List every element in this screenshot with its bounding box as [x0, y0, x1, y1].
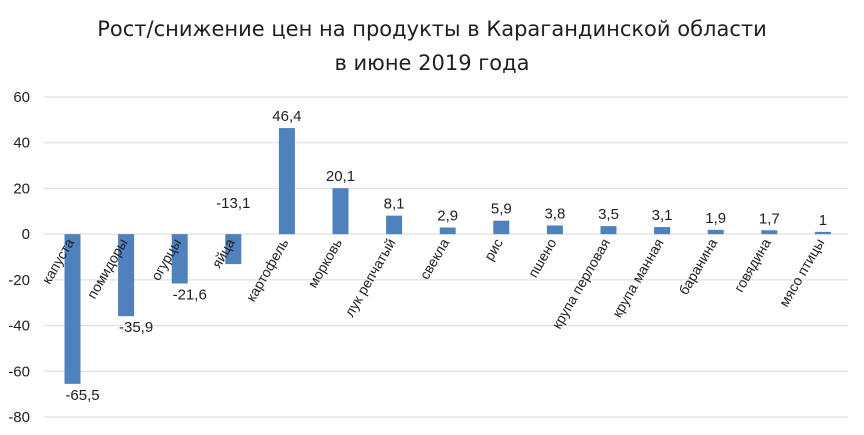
y-tick-label: 40	[13, 135, 30, 152]
data-label: 2,9	[437, 208, 458, 225]
bar	[386, 215, 403, 235]
bar	[761, 230, 778, 235]
bar	[546, 225, 563, 235]
y-tick-label: 0	[22, 226, 30, 243]
data-labels: -65,5 -35,9 -21,6 -13,1 46,4 20,1 8,1 2,9 5,9 3,8…	[65, 108, 827, 404]
bars	[64, 128, 831, 384]
bar	[332, 188, 349, 235]
bar	[278, 128, 295, 235]
category-label: пшено	[525, 235, 560, 280]
data-label: -13,1	[216, 195, 250, 212]
y-axis: 60 40 20 0 -20 -40 -60 -80	[8, 89, 30, 426]
category-labels: капуста помидоры огурцы яйца картофель морков…	[38, 235, 827, 331]
category-label: крупа перловая	[549, 236, 614, 332]
bar	[225, 234, 242, 265]
data-label: 3,8	[544, 205, 565, 222]
data-label: -65,5	[65, 387, 99, 404]
chart-title-line-1: Рост/снижение цен на продукты в Караганд…	[97, 17, 767, 41]
data-label: 8,1	[384, 196, 405, 213]
data-label: 46,4	[272, 108, 301, 125]
y-tick-label: -20	[8, 272, 30, 289]
data-label: 3,5	[598, 206, 619, 223]
data-label: -21,6	[173, 287, 207, 304]
data-label: 1	[819, 212, 827, 229]
bar	[118, 234, 135, 317]
bar	[493, 220, 510, 235]
bar	[171, 234, 188, 284]
category-label: лук репчатый	[341, 236, 399, 320]
category-label: морковь	[304, 236, 345, 291]
data-label: 1,9	[705, 210, 726, 227]
y-tick-label: -80	[8, 409, 30, 426]
y-tick-label: -40	[8, 318, 30, 335]
category-label: баранина	[675, 235, 720, 297]
y-tick-label: -60	[8, 363, 30, 380]
bar	[64, 234, 81, 384]
category-label: картофель	[243, 236, 292, 305]
category-label: мясо птицы	[776, 236, 828, 310]
bar	[814, 231, 831, 235]
category-label: рис	[481, 236, 506, 264]
y-tick-label: 60	[13, 89, 30, 106]
data-label: 20,1	[326, 168, 355, 185]
category-label: крупа манная	[609, 236, 667, 320]
bar	[600, 226, 617, 235]
category-label: говядина	[731, 235, 774, 294]
data-label: 3,1	[652, 207, 673, 224]
category-label: свекла	[416, 235, 452, 282]
bar	[707, 229, 724, 235]
bar	[654, 227, 671, 235]
bar	[439, 227, 456, 235]
chart-title-line-2: в июне 2019 года	[334, 51, 529, 75]
data-label: 5,9	[491, 201, 512, 218]
data-label: 1,7	[759, 210, 780, 227]
y-tick-label: 20	[13, 180, 30, 197]
data-label: -35,9	[119, 319, 153, 336]
